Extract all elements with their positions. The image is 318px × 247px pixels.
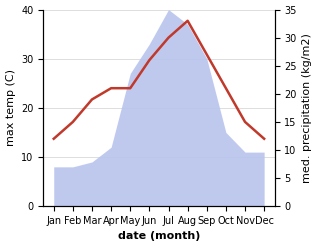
Y-axis label: med. precipitation (kg/m2): med. precipitation (kg/m2) (302, 33, 313, 183)
Y-axis label: max temp (C): max temp (C) (5, 69, 16, 146)
X-axis label: date (month): date (month) (118, 231, 200, 242)
